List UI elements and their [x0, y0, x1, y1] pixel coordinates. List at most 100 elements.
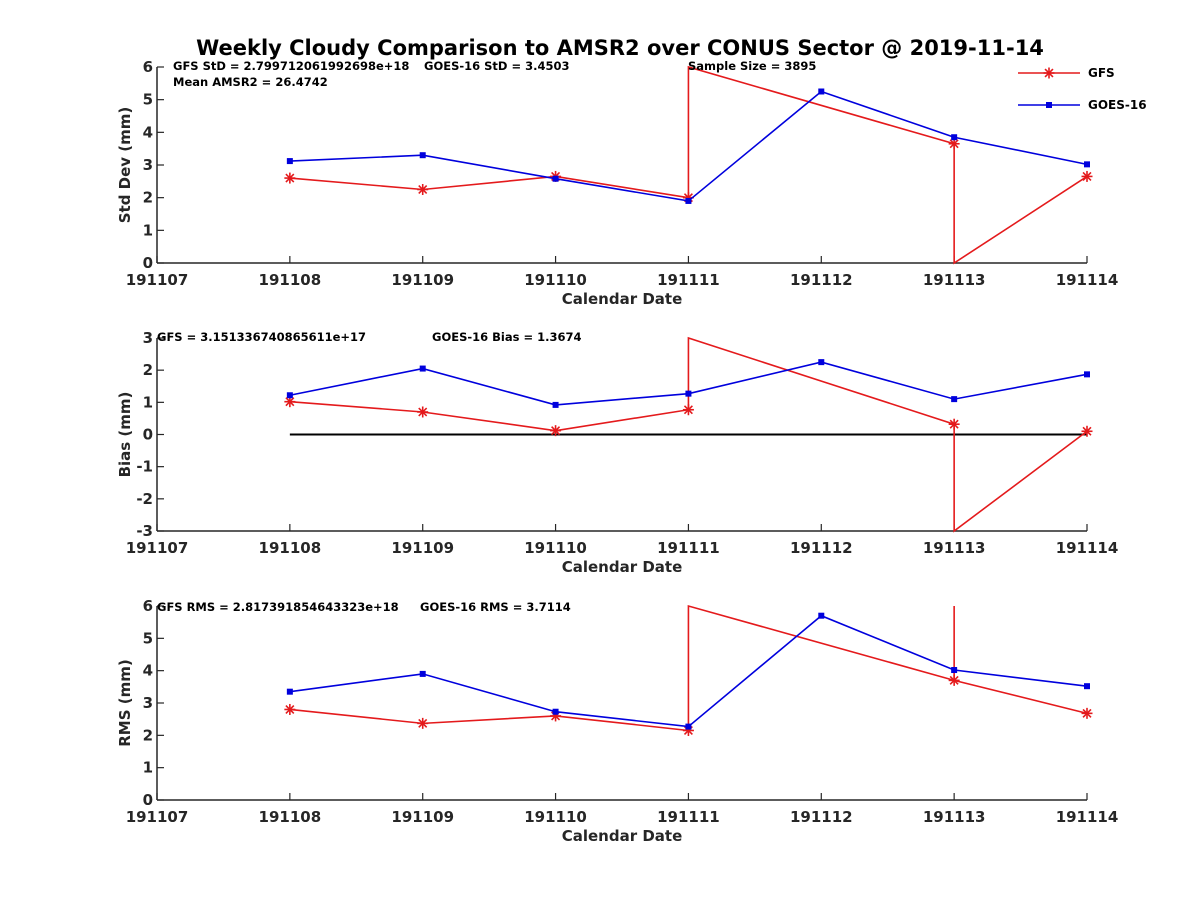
y-tick-label: 2 [143, 189, 153, 207]
x-axis-label: Calendar Date [562, 290, 683, 308]
x-tick-label: 191111 [657, 271, 720, 289]
data-point-goes-16 [419, 365, 426, 372]
data-point-gfs [417, 406, 429, 418]
data-point-goes-16 [951, 134, 958, 141]
annotation-text: GOES-16 StD = 3.4503 [424, 59, 569, 73]
y-axis-label: RMS (mm) [116, 659, 134, 746]
y-tick-label: -3 [136, 522, 153, 540]
data-point-gfs [682, 404, 694, 416]
x-tick-label: 191109 [391, 808, 454, 826]
y-tick-label: -1 [136, 458, 153, 476]
y-tick-label: 5 [143, 629, 153, 647]
x-tick-label: 191112 [790, 539, 853, 557]
data-point-gfs [948, 418, 960, 430]
annotation-text: GOES-16 Bias = 1.3674 [432, 330, 581, 344]
y-tick-label: 0 [143, 254, 153, 272]
data-point-goes-16 [685, 723, 692, 730]
y-tick-label: 1 [143, 393, 153, 411]
x-tick-label: 191113 [923, 539, 986, 557]
x-tick-label: 191113 [923, 271, 986, 289]
data-point-goes-16 [685, 390, 692, 397]
x-tick-label: 191109 [391, 271, 454, 289]
x-tick-label: 191110 [524, 808, 587, 826]
y-tick-label: 6 [143, 58, 153, 76]
data-point-goes-16 [552, 175, 559, 182]
y-tick-label: 0 [143, 426, 153, 444]
data-point-goes-16 [951, 396, 958, 403]
data-point-goes-16 [1084, 371, 1090, 378]
data-point-goes-16 [552, 708, 559, 715]
panel-1: 0 1 2 3 4 5 6 191107 191108 191109 191110 191111 191… [116, 58, 1118, 308]
legend-marker-gfs [1043, 67, 1055, 79]
legend-marker-goes-16 [1046, 102, 1052, 108]
series-line-gfs [289, 336, 1088, 533]
x-tick-label: 191112 [790, 271, 853, 289]
x-tick-label: 191114 [1056, 271, 1119, 289]
x-tick-label: 191107 [126, 808, 189, 826]
y-tick-label: 5 [143, 91, 153, 109]
panel-3: 0 1 2 3 4 5 6 191107 191108 191109 191110 191111 191… [116, 597, 1118, 845]
data-point-goes-16 [419, 670, 426, 677]
data-point-gfs [550, 425, 562, 437]
data-point-goes-16 [1084, 161, 1090, 168]
series-line-gfs [289, 604, 1088, 732]
x-tick-label: 191109 [391, 539, 454, 557]
x-axis-label: Calendar Date [562, 827, 683, 845]
x-tick-label: 191108 [259, 271, 322, 289]
data-point-goes-16 [286, 158, 293, 165]
legend: GFS GOES-16 [1018, 66, 1147, 112]
data-point-goes-16 [818, 612, 825, 619]
x-tick-label: 191113 [923, 808, 986, 826]
data-point-gfs [948, 674, 960, 686]
data-point-gfs [284, 703, 296, 715]
data-point-gfs [417, 184, 429, 195]
x-axis-label: Calendar Date [562, 558, 683, 576]
data-point-gfs [284, 396, 296, 408]
y-tick-label: 3 [143, 329, 153, 347]
y-tick-label: 3 [143, 156, 153, 174]
annotation-text: GOES-16 RMS = 3.7114 [420, 600, 571, 614]
y-axis-label: Std Dev (mm) [116, 107, 134, 224]
x-tick-label: 191110 [524, 271, 587, 289]
data-point-goes-16 [1084, 683, 1090, 690]
legend-label: GOES-16 [1088, 98, 1147, 112]
y-tick-label: 1 [143, 221, 153, 239]
x-tick-label: 191114 [1056, 539, 1119, 557]
x-tick-label: 191107 [126, 539, 189, 557]
data-point-goes-16 [818, 359, 825, 366]
panel-2: -3 -2 -1 0 1 2 3 191107 191108 191109 191110 191111… [116, 329, 1118, 576]
x-tick-label: 191107 [126, 271, 189, 289]
series-line-gfs [289, 65, 1088, 265]
data-point-goes-16 [685, 197, 692, 204]
x-tick-label: 191108 [259, 808, 322, 826]
chart-title: Weekly Cloudy Comparison to AMSR2 over C… [196, 36, 1044, 60]
y-tick-label: 3 [143, 694, 153, 712]
y-tick-label: 6 [143, 597, 153, 615]
annotation-text: GFS StD = 2.799712061992698e+18 [173, 59, 409, 73]
x-tick-label: 191114 [1056, 808, 1119, 826]
data-point-gfs [1081, 707, 1093, 719]
data-point-goes-16 [286, 392, 293, 399]
x-tick-label: 191110 [524, 539, 587, 557]
y-tick-label: -2 [136, 490, 153, 508]
data-point-gfs [1081, 170, 1093, 182]
y-tick-label: 1 [143, 759, 153, 777]
x-tick-label: 191111 [657, 808, 720, 826]
annotation-text: GFS RMS = 2.817391854643323e+18 [157, 600, 399, 614]
annotation-text: Mean AMSR2 = 26.4742 [173, 75, 328, 89]
x-tick-label: 191111 [657, 539, 720, 557]
annotation-text: GFS = 3.151336740865611e+17 [157, 330, 366, 344]
y-tick-label: 2 [143, 361, 153, 379]
y-tick-label: 4 [143, 662, 153, 680]
data-point-goes-16 [419, 152, 426, 159]
data-point-gfs [948, 138, 960, 150]
data-point-gfs [417, 717, 429, 729]
x-tick-label: 191112 [790, 808, 853, 826]
data-point-goes-16 [552, 401, 559, 408]
data-point-gfs [284, 172, 296, 184]
y-tick-label: 2 [143, 726, 153, 744]
legend-label: GFS [1088, 66, 1115, 80]
data-point-gfs [1081, 425, 1093, 437]
